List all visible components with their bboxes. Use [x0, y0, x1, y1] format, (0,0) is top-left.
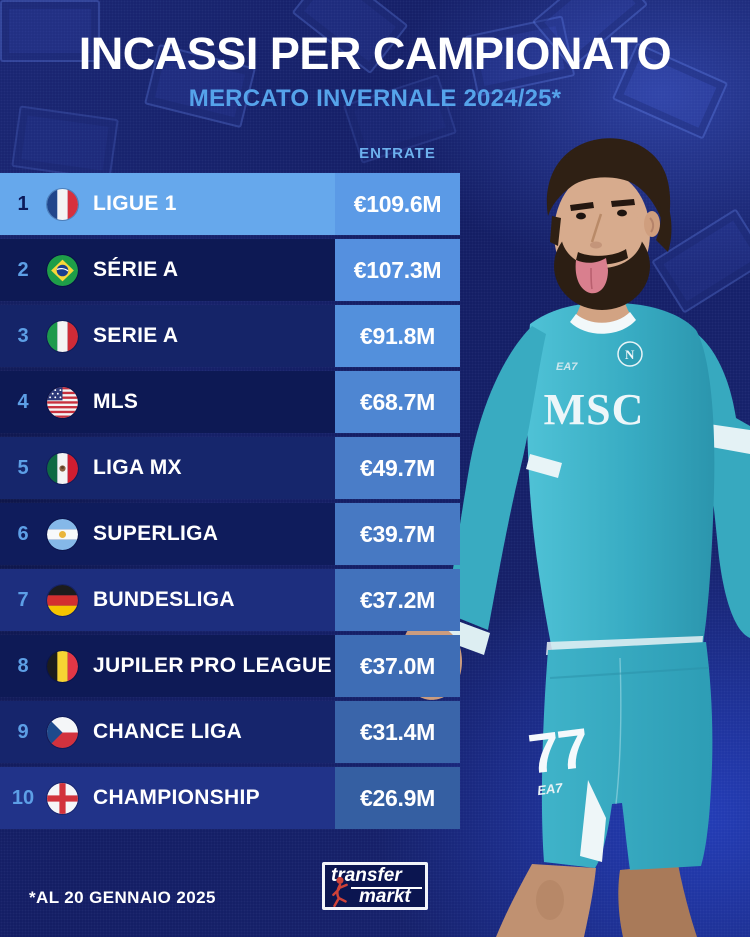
- league-name: CHAMPIONSHIP: [93, 786, 260, 809]
- transfermarkt-logo: transfer markt: [322, 862, 428, 910]
- rank-number: 2: [17, 258, 29, 281]
- league-row-liga-mx: 5 LIGA MX €49.7M: [0, 437, 460, 499]
- rank-number: 3: [17, 324, 29, 347]
- league-value: €109.6M: [335, 173, 460, 235]
- page-title: INCASSI PER CAMPIONATO: [78, 28, 672, 79]
- club-badge-letter: N: [625, 347, 635, 362]
- league-name: SUPERLIGA: [93, 522, 219, 545]
- league-row-championship: 10 CHAMPIONSHIP €26.9M: [0, 767, 460, 829]
- usa-flag-icon: [47, 386, 78, 418]
- banknote-decoration: [0, 0, 100, 62]
- shorts-number-text: 77: [525, 716, 591, 786]
- club-badge-icon: [617, 341, 643, 367]
- shirt-sponsor-text: MSC: [544, 385, 645, 434]
- league-row-chance-liga: 9 CHANCE LIGA €31.4M: [0, 701, 460, 763]
- france-flag-icon: [47, 188, 78, 220]
- logo-divider: [351, 887, 422, 889]
- germany-flag-icon: [47, 584, 78, 616]
- league-name: LIGA MX: [93, 456, 182, 479]
- league-name: SERIE A: [93, 324, 179, 347]
- shorts-brand-text: EA7: [536, 780, 564, 798]
- mexico-flag-icon: [47, 452, 78, 484]
- league-value: €37.0M: [335, 635, 460, 697]
- rank-number: 8: [17, 654, 29, 677]
- league-name: LIGUE 1: [93, 192, 177, 215]
- transfermarkt-player-icon: [332, 876, 348, 907]
- rank-number: 6: [17, 522, 29, 545]
- rank-number: 7: [17, 588, 29, 611]
- league-value: €31.4M: [335, 701, 460, 763]
- league-row-serie-a-ita: 3 SERIE A €91.8M: [0, 305, 460, 367]
- league-row-serie-a-bra: 2 SÉRIE A €107.3M: [0, 239, 460, 301]
- league-value: €49.7M: [335, 437, 460, 499]
- footnote: *AL 20 GENNAIO 2025: [29, 888, 216, 907]
- league-value: €68.7M: [335, 371, 460, 433]
- rank-number: 1: [17, 192, 29, 215]
- league-ranking-table: 1 LIGUE 1 €109.6M 2 SÉRIE A €107.3M 3 SE…: [0, 173, 460, 829]
- shirt-brand-text: EA7: [556, 361, 578, 373]
- league-row-ligue-1: 1 LIGUE 1 €109.6M: [0, 173, 460, 235]
- italy-flag-icon: [47, 320, 78, 352]
- league-row-bundesliga: 7 BUNDESLIGA €37.2M: [0, 569, 460, 631]
- league-name: BUNDESLIGA: [93, 588, 235, 611]
- belgium-flag-icon: [47, 650, 78, 682]
- england-flag-icon: [47, 782, 78, 814]
- league-value: €26.9M: [335, 767, 460, 829]
- page-subtitle: MERCATO INVERNALE 2024/25*: [188, 85, 562, 112]
- league-row-mls: 4 MLS €68.7M: [0, 371, 460, 433]
- player-photo: EA7 N MSC 77 EA7: [401, 138, 750, 937]
- league-name: MLS: [93, 390, 139, 413]
- rank-number: 9: [17, 720, 29, 743]
- league-name: CHANCE LIGA: [93, 720, 243, 743]
- league-value: €39.7M: [335, 503, 460, 565]
- rank-number: 4: [17, 390, 29, 413]
- league-value: €107.3M: [335, 239, 460, 301]
- argentina-flag-icon: [47, 518, 78, 550]
- player-legs: [496, 864, 697, 937]
- player-head: [546, 138, 672, 310]
- league-name: SÉRIE A: [93, 258, 179, 281]
- league-value: €37.2M: [335, 569, 460, 631]
- brazil-flag-icon: [47, 254, 78, 286]
- league-name: JUPILER PRO LEAGUE: [93, 654, 332, 677]
- league-row-jupiler-pro-league: 8 JUPILER PRO LEAGUE €37.0M: [0, 635, 460, 697]
- player-shorts: 77 EA7: [525, 642, 713, 870]
- value-column-header: ENTRATE: [359, 145, 436, 162]
- logo-text-markt: markt: [359, 886, 411, 907]
- logo-text-transfer: transfer: [331, 865, 402, 886]
- league-row-superliga: 6 SUPERLIGA €39.7M: [0, 503, 460, 565]
- rank-number: 10: [11, 786, 35, 809]
- league-value: €91.8M: [335, 305, 460, 367]
- player-shirt: [526, 303, 715, 650]
- czechia-flag-icon: [47, 716, 78, 748]
- rank-number: 5: [17, 456, 29, 479]
